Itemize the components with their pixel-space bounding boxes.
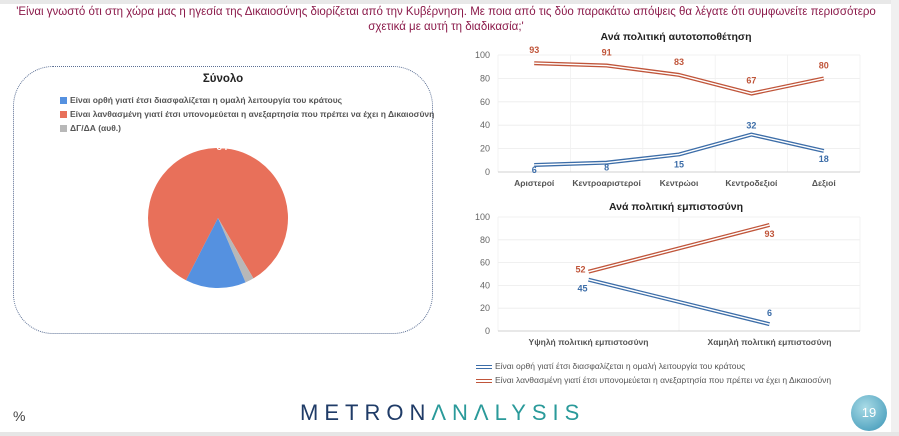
line-legend: Είναι ορθή γιατί έτσι διασφαλίζεται η ομ… <box>476 359 831 387</box>
line-legend-item: Είναι λανθασμένη γιατί έτσι υπονομεύεται… <box>476 373 831 387</box>
y-tick-label: 100 <box>475 50 490 60</box>
pie-legend-item: Είναι λανθασμένη γιατί έτσι υπονομεύεται… <box>60 107 434 121</box>
logo-part-1: METRON <box>300 400 432 425</box>
scrollbar[interactable] <box>891 0 899 436</box>
pie-legend: Είναι ορθή γιατί έτσι διασφαλίζεται η ομ… <box>60 93 434 135</box>
data-label: 52 <box>575 265 585 275</box>
data-label: 6 <box>532 165 537 175</box>
pie-legend-item: Είναι ορθή γιατί έτσι διασφαλίζεται η ομ… <box>60 93 434 107</box>
line-chart-1-title: Ανά πολιτική αυτοτοποθέτηση <box>601 31 752 43</box>
logo-part-2: ΛNΛLYSIS <box>431 400 586 425</box>
page-number-badge: 19 <box>851 395 887 431</box>
data-label: 80 <box>819 60 829 70</box>
data-label: 93 <box>764 229 774 239</box>
question-text: 'Είναι γνωστό ότι στη χώρα μας η ηγεσία … <box>16 6 876 33</box>
data-label: 18 <box>819 154 829 164</box>
legend-swatch-blue <box>60 97 67 105</box>
legend-line-blue <box>476 364 492 369</box>
y-tick-label: 60 <box>480 97 490 107</box>
x-category-label: Αριστεροί <box>514 178 555 188</box>
y-tick-label: 40 <box>480 280 490 290</box>
pie-slice-dk-na <box>218 218 254 283</box>
legend-swatch-gray <box>60 125 67 133</box>
legend-label: Είναι ορθή γιατί έτσι διασφαλίζεται η ομ… <box>70 95 343 105</box>
x-category-label: Κεντροαριστεροί <box>572 178 641 188</box>
line-legend-item: Είναι ορθή γιατί έτσι διασφαλίζεται η ομ… <box>476 359 831 373</box>
data-label: 67 <box>746 76 756 86</box>
y-tick-label: 20 <box>480 144 490 154</box>
data-label: 91 <box>602 48 612 58</box>
y-tick-label: 100 <box>475 212 490 222</box>
y-tick-label: 40 <box>480 120 490 130</box>
pie-data-label: 84 <box>216 142 228 153</box>
line-chart-2-title: Ανά πολιτική εμπιστοσύνη <box>609 201 743 213</box>
pie-slice-correct <box>186 218 246 288</box>
data-label: 8 <box>604 163 609 173</box>
pie-chart-title: Σύνολο <box>202 73 244 85</box>
series-line-inner <box>534 133 824 166</box>
pie-data-label: 14 <box>220 289 232 300</box>
metron-analysis-logo: METRONΛNΛLYSIS <box>300 400 585 426</box>
data-label: 45 <box>577 284 587 294</box>
x-category-label: Δεξιοί <box>812 178 836 188</box>
data-label: 83 <box>674 57 684 67</box>
legend-label: Είναι ορθή γιατί έτσι διασφαλίζεται η ομ… <box>495 361 746 371</box>
unit-label: % <box>13 408 26 424</box>
y-tick-label: 60 <box>480 258 490 268</box>
bottom-border <box>0 432 899 436</box>
y-tick-label: 80 <box>480 73 490 83</box>
pie-chart-panel: Σύνολο Είναι ορθή γιατί έτσι διασφαλίζετ… <box>13 66 434 334</box>
x-category-label: Υψηλή πολιτική εμπιστοσύνη <box>529 337 649 347</box>
legend-label: ΔΓ/ΔΑ (αυθ.) <box>70 123 121 133</box>
data-label: 15 <box>674 159 684 169</box>
series-line-inner <box>588 279 770 325</box>
pie-data-label: 2 <box>275 279 281 290</box>
data-label: 6 <box>767 308 772 318</box>
y-tick-label: 0 <box>485 167 490 177</box>
x-category-label: Κεντροδεξιοί <box>725 178 778 188</box>
pie-legend-item: ΔΓ/ΔΑ (αυθ.) <box>60 121 434 135</box>
data-label: 32 <box>746 121 756 131</box>
series-line-inner <box>588 224 770 273</box>
x-category-label: Χαμηλή πολιτική εμπιστοσύνη <box>708 337 832 347</box>
legend-swatch-red <box>60 111 67 119</box>
pie-slice-wrong <box>147 148 288 281</box>
y-tick-label: 80 <box>480 235 490 245</box>
legend-label: Είναι λανθασμένη γιατί έτσι υπονομεύεται… <box>70 109 435 119</box>
legend-label: Είναι λανθασμένη γιατί έτσι υπονομεύεται… <box>495 375 832 385</box>
data-label: 93 <box>529 45 539 55</box>
top-border <box>0 0 899 4</box>
series-line-inner <box>534 62 824 95</box>
x-category-label: Κεντρώοι <box>660 178 699 188</box>
y-tick-label: 0 <box>485 326 490 336</box>
legend-line-red <box>476 378 492 383</box>
y-tick-label: 20 <box>480 303 490 313</box>
